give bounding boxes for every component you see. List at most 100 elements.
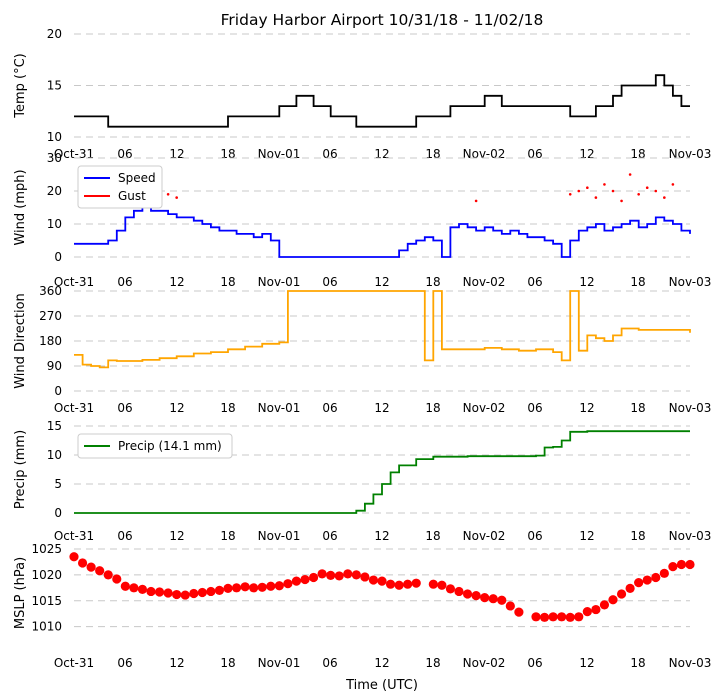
x-tick-label: 06: [117, 529, 132, 543]
gust-point: [611, 189, 615, 193]
gust-point: [620, 199, 623, 203]
mslp-point: [368, 575, 379, 585]
mslp-point: [189, 588, 199, 599]
x-tick-label: 18: [425, 401, 440, 415]
mslp-point: [437, 580, 447, 590]
gust-point: [663, 196, 666, 199]
x-tick-label: Oct-31: [54, 275, 94, 289]
gust-point: [637, 193, 640, 196]
x-tick-label: 12: [169, 529, 184, 543]
mslp-point: [154, 587, 165, 597]
x-tick-label: 12: [374, 656, 389, 670]
x-tick-label: 12: [169, 656, 184, 670]
mslp-point: [86, 562, 96, 572]
mslp-point: [257, 582, 267, 592]
mslp-point: [394, 580, 404, 590]
series-line: [74, 206, 691, 258]
x-tick-label: 18: [220, 275, 235, 289]
x-tick-label: Nov-03: [669, 275, 712, 289]
mslp-point: [651, 572, 661, 583]
y-axis-label: Wind Direction: [13, 293, 28, 389]
y-tick-label: 1025: [31, 542, 62, 556]
mslp-point: [557, 612, 567, 622]
mslp-point: [266, 581, 276, 591]
mslp-point: [599, 600, 610, 610]
mslp-point: [69, 552, 79, 562]
figure-title: Friday Harbor Airport 10/31/18 - 11/02/1…: [221, 11, 544, 29]
x-tick-label: Nov-01: [258, 147, 301, 161]
mslp-point: [591, 604, 601, 615]
y-tick-label: 20: [47, 184, 62, 198]
mslp-point: [497, 595, 507, 605]
x-tick-label: 18: [220, 147, 235, 161]
legend-entry: Precip (14.1 mm): [118, 439, 222, 453]
x-tick-label: 12: [374, 529, 389, 543]
mslp-point: [454, 586, 464, 597]
x-tick-label: Oct-31: [54, 529, 94, 543]
mslp-point: [625, 583, 635, 593]
gust-point: [645, 186, 649, 189]
y-tick-label: 20: [47, 27, 62, 41]
mslp-point: [505, 601, 515, 611]
y-tick-label: 360: [39, 284, 62, 298]
x-tick-label: 06: [527, 529, 542, 543]
mslp-point: [514, 607, 524, 617]
mslp-point: [608, 595, 618, 605]
y-tick-label: 30: [47, 151, 62, 165]
y-tick-label: 90: [47, 359, 62, 373]
x-tick-label: 18: [425, 147, 440, 161]
mslp-point: [428, 579, 438, 589]
x-tick-label: Nov-02: [463, 401, 506, 415]
mslp-point: [137, 584, 148, 594]
mslp-point: [146, 586, 156, 597]
mslp-point: [539, 612, 550, 622]
x-tick-label: 12: [579, 147, 594, 161]
panel-1: 0 10 20 30 Wind (mph) Oct-31 06 12 18 Nov-01 06 12 1…: [13, 151, 711, 289]
gust-point: [671, 183, 675, 186]
mslp-point: [120, 581, 130, 591]
mslp-point: [308, 572, 319, 583]
x-tick-label: Nov-01: [258, 656, 301, 670]
y-axis-label: Temp (°C): [13, 53, 28, 119]
x-tick-label: 06: [527, 147, 542, 161]
x-tick-label: 12: [374, 275, 389, 289]
y-tick-label: 180: [39, 334, 62, 348]
x-tick-label: 06: [527, 656, 542, 670]
mslp-point: [616, 589, 627, 599]
x-tick-label: 06: [117, 656, 132, 670]
x-tick-label: 18: [220, 401, 235, 415]
mslp-point: [206, 586, 216, 597]
mslp-point: [642, 575, 652, 585]
gust-point: [166, 193, 170, 196]
mslp-point: [326, 570, 336, 581]
x-tick-label: Oct-31: [54, 656, 94, 670]
x-tick-label: 12: [579, 275, 594, 289]
mslp-point: [283, 579, 293, 589]
x-tick-label: 06: [117, 275, 132, 289]
x-tick-label: 12: [579, 529, 594, 543]
x-tick-label: Nov-01: [258, 401, 301, 415]
y-tick-label: 0: [54, 384, 62, 398]
mslp-point: [574, 612, 584, 622]
y-tick-label: 10: [47, 130, 62, 144]
x-tick-label: Nov-01: [258, 529, 301, 543]
x-tick-label: Nov-03: [669, 401, 712, 415]
mslp-point: [77, 558, 88, 568]
legend-box: [77, 433, 233, 459]
mslp-point: [659, 568, 669, 578]
mslp-point: [582, 607, 592, 617]
x-tick-label: 18: [630, 147, 645, 161]
x-tick-label: 06: [322, 275, 337, 289]
x-tick-label: 18: [630, 656, 645, 670]
mslp-point: [163, 588, 173, 598]
x-tick-label: 12: [169, 147, 184, 161]
x-tick-label: 18: [425, 529, 440, 543]
x-tick-label: Nov-01: [258, 275, 301, 289]
gust-point: [568, 193, 572, 196]
x-tick-label: Nov-03: [669, 656, 712, 670]
series-line: [74, 290, 691, 369]
x-tick-label: 12: [169, 275, 184, 289]
mslp-point: [488, 594, 498, 604]
mslp-point: [668, 562, 678, 572]
